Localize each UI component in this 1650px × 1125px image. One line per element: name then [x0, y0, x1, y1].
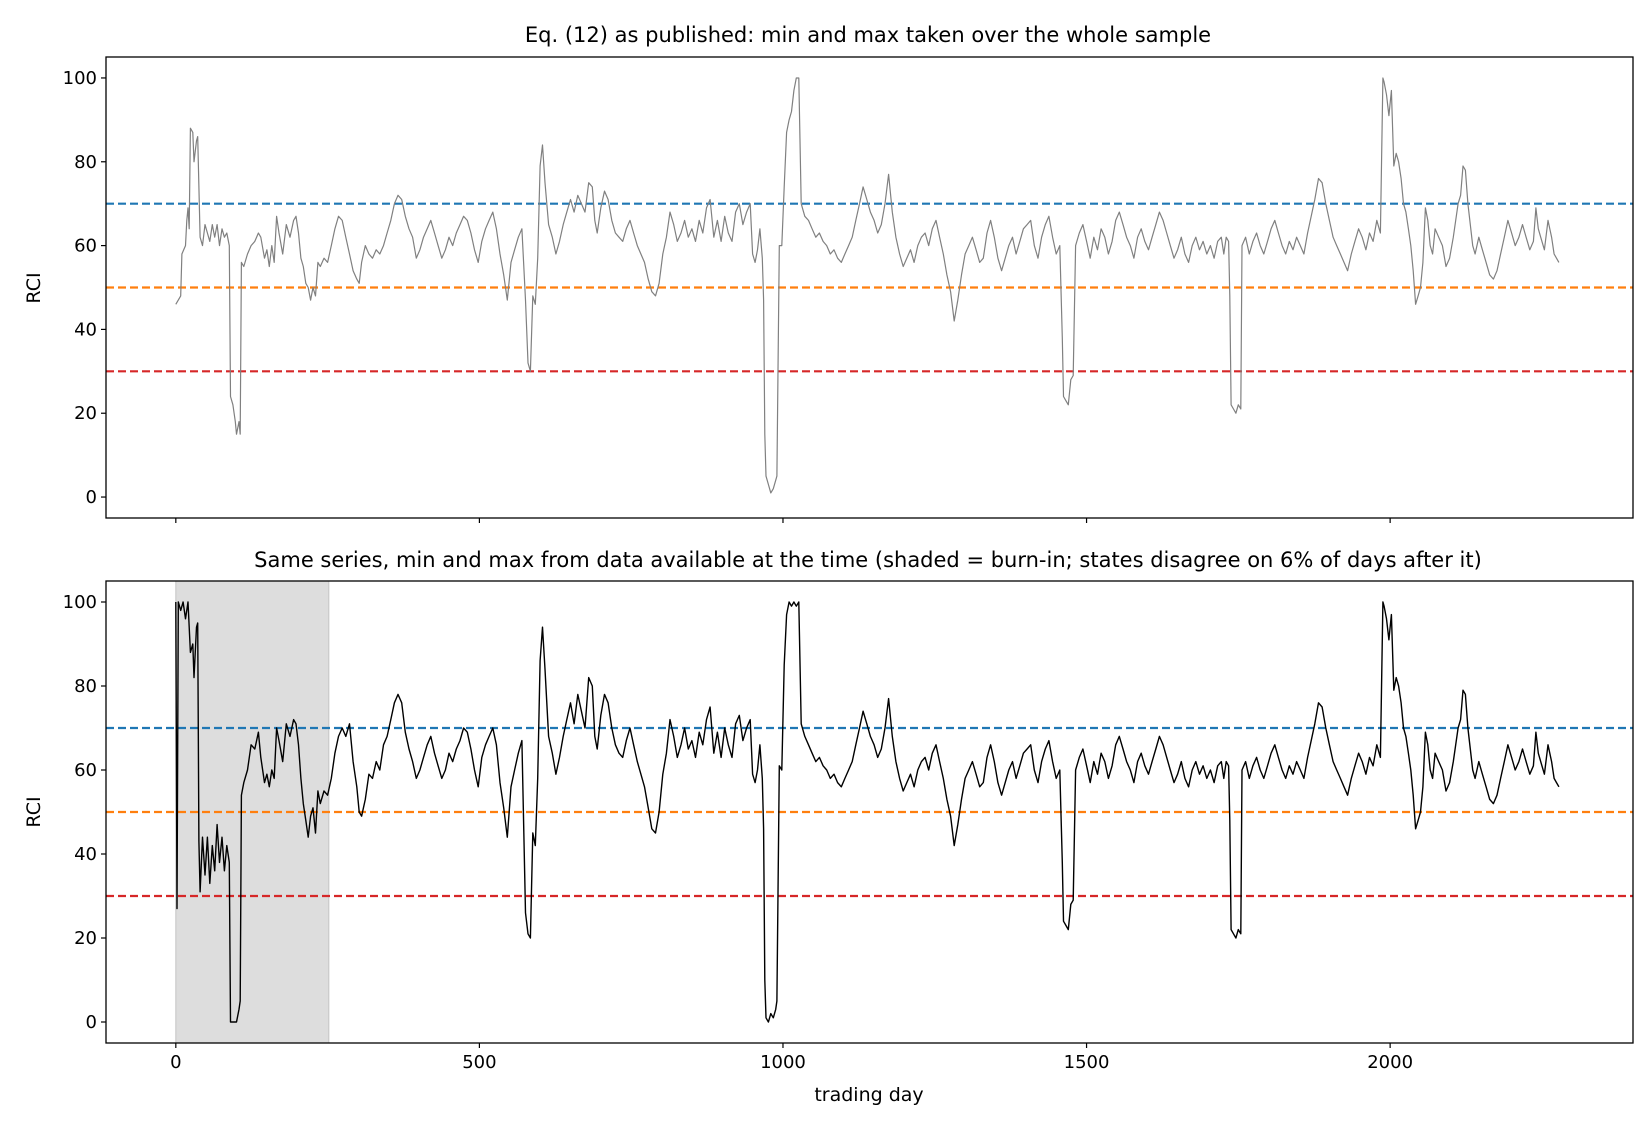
y-tick-label: 20: [74, 403, 97, 424]
top-panel: Eq. (12) as published: min and max taken…: [23, 23, 1634, 523]
y-tick-label: 100: [63, 592, 97, 613]
top-panel-xticks: [175, 518, 1391, 523]
y-tick-label: 100: [63, 68, 97, 89]
y-tick-label: 60: [74, 236, 97, 257]
x-tick-label: 500: [462, 1052, 496, 1073]
top-panel-title: Eq. (12) as published: min and max taken…: [525, 23, 1211, 47]
bottom-panel-yticks: 0 20 40 60 80 100: [63, 592, 106, 1033]
x-tick-label: 2000: [1367, 1052, 1413, 1073]
x-tick-label: 1000: [760, 1052, 806, 1073]
y-tick-label: 0: [86, 1012, 97, 1033]
bottom-panel: Same series, min and max from data avail…: [23, 548, 1634, 1106]
bottom-panel-plot: [106, 580, 1633, 1044]
x-tick-label: 1500: [1064, 1052, 1110, 1073]
bottom-panel-ylabel: RCI: [23, 796, 45, 827]
y-tick-label: 20: [74, 928, 97, 949]
y-tick-label: 60: [74, 760, 97, 781]
y-tick-label: 80: [74, 152, 97, 173]
top-panel-yticks: 0 20 40 60 80 100: [63, 68, 106, 508]
bottom-panel-xlabel: trading day: [814, 1084, 923, 1106]
top-panel-plot: [106, 77, 1633, 494]
bottom-panel-xticks: 0 500 1000 1500 2000: [170, 1043, 1413, 1073]
y-tick-label: 80: [74, 676, 97, 697]
y-tick-label: 40: [74, 844, 97, 865]
rci-series-line: [175, 601, 1560, 1023]
top-panel-frame: [105, 56, 1634, 519]
bottom-panel-title: Same series, min and max from data avail…: [254, 548, 1482, 572]
x-tick-label: 0: [170, 1052, 181, 1073]
y-tick-label: 40: [74, 319, 97, 340]
y-tick-label: 0: [86, 487, 97, 508]
rci-series-line: [175, 77, 1560, 494]
top-panel-ylabel: RCI: [23, 272, 45, 303]
bottom-panel-frame: [105, 580, 1634, 1044]
